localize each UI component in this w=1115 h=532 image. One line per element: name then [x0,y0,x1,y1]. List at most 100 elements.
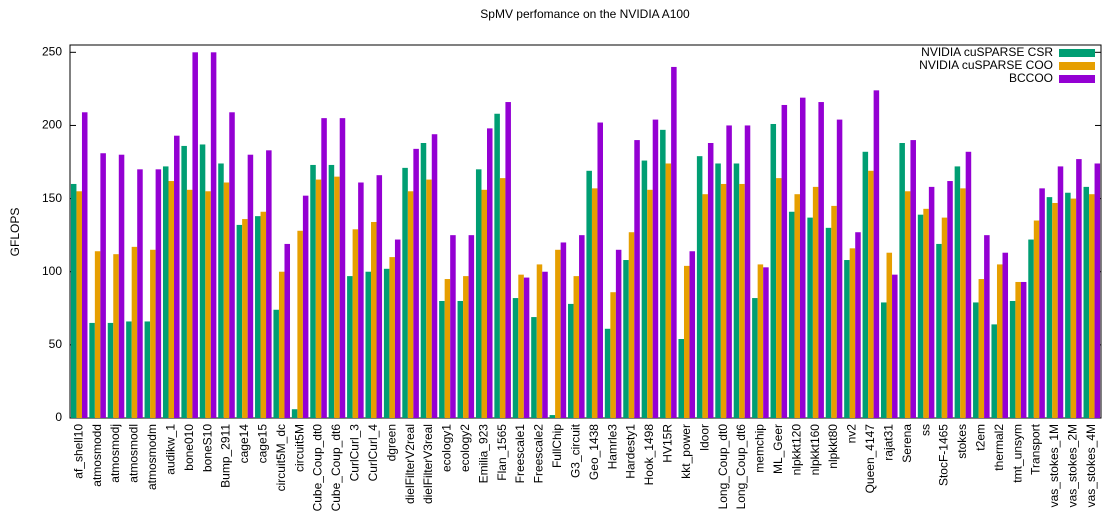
bar [623,260,629,418]
bar [371,221,377,418]
bar [162,166,169,418]
bar [347,276,353,418]
x-tick-label: Bump_2911 [219,424,233,488]
bar [450,235,456,418]
bar [536,264,543,418]
x-tick-label: Cube_Coup_dt0 [311,424,325,512]
bar [849,248,856,418]
x-tick-label: dgreen [384,424,398,461]
bar [892,274,898,418]
y-tick-label: 0 [55,410,62,424]
bar [739,183,745,418]
bar [1002,252,1009,418]
bar [1033,220,1040,418]
bar [260,211,267,418]
bar [174,135,180,419]
legend-swatch [1059,49,1095,57]
bar [799,97,806,419]
bar [273,309,279,418]
x-tick-label: StocF-1465 [937,424,951,486]
bar [836,119,843,418]
bar [996,264,1003,418]
bar [568,303,574,418]
x-tick-label: vas_stokes_1M [1047,424,1061,507]
bar [560,242,567,418]
x-tick-label: circuit5M [292,424,306,472]
bar [236,224,243,418]
bar [394,239,401,418]
x-tick-label: nlpkkt80 [826,424,840,469]
bar [788,211,795,418]
bar [376,175,383,418]
bar [523,277,530,418]
bar [126,321,132,418]
bar [744,125,751,418]
bar [255,216,261,418]
bar [873,90,880,419]
x-tick-label: Long_Coup_dt0 [716,424,730,510]
x-tick-label: vas_stokes_4M [1084,424,1098,507]
x-tick-label: ML_Geer [771,424,785,474]
bar [352,229,359,418]
bar [420,143,427,419]
legend-label: NVIDIA cuSPARSE COO [919,58,1053,72]
bar [886,252,893,418]
bar [665,163,672,418]
bar [242,219,248,418]
bar [579,235,585,418]
bar [321,118,327,418]
x-tick-label: Emilia_923 [476,424,490,484]
bar [794,194,800,418]
bar [984,235,990,418]
bar [844,260,850,418]
bar [936,243,942,418]
x-tick-label: dielFilterV3real [421,424,435,504]
x-tick-label: circuit5M_dc [274,424,288,491]
bar [647,189,653,418]
x-tick-label: rajat31 [881,424,895,461]
bar [825,227,832,418]
bar [186,189,193,418]
bar [776,178,782,418]
bar [1094,163,1101,418]
bar [549,415,556,418]
bar [1039,188,1045,418]
x-tick-label: audikw_1 [163,424,177,475]
bar [652,119,659,418]
bar [94,251,101,418]
bar [457,300,464,418]
x-tick-label: af_shell10 [71,424,85,479]
x-tick-label: thermal2 [992,424,1006,471]
bar [76,191,82,418]
x-tick-label: nv2 [845,424,859,444]
y-tick-label: 250 [42,44,62,58]
bar [978,279,985,418]
plot-frame [69,44,1102,419]
x-tick-label: nlpkkt120 [789,424,803,476]
x-tick-label: Queen_4147 [863,424,877,494]
x-tick-label: ecology1 [440,424,454,472]
bar [683,265,690,418]
bar [1052,202,1058,418]
x-tick-label: ss [918,424,932,436]
bar [100,153,106,418]
bar [284,243,291,418]
bar [481,189,488,418]
bar [315,179,322,418]
bar [733,163,740,418]
bar [247,154,254,419]
bar [223,182,230,418]
x-tick-label: bone010 [182,424,196,471]
bar [923,208,929,418]
bar [715,163,721,418]
x-tick-label: ldoor [697,424,711,451]
bar [383,268,390,418]
x-tick-label: HV15R [661,424,675,463]
x-tick-label: G3_circuit [568,423,582,478]
bar [868,170,874,418]
bar [334,176,340,418]
bar [573,276,580,418]
bar [752,298,758,418]
bar [444,279,451,418]
